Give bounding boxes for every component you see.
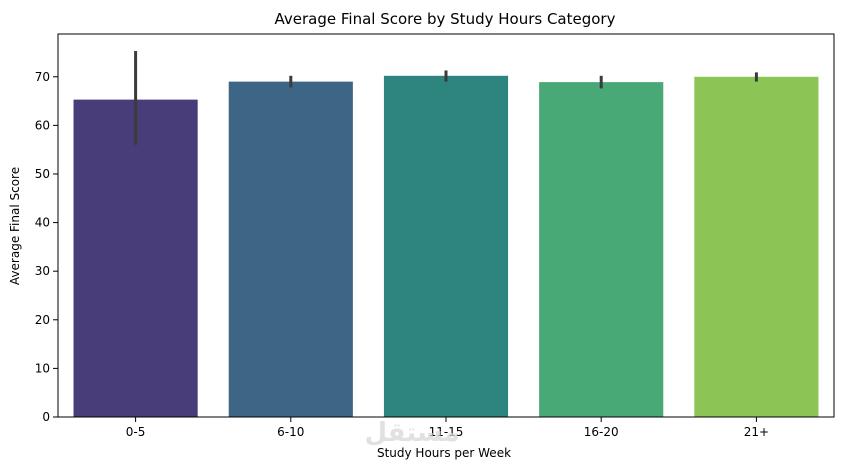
- y-axis: 0 10 20 30 40 50 60 70: [35, 70, 58, 424]
- y-tick-label-60: 60: [35, 118, 50, 132]
- y-tick-label-10: 10: [35, 361, 50, 375]
- watermark-logo: مستقل: [364, 418, 459, 448]
- bar-6-10: [228, 81, 353, 417]
- bar-21+: [694, 76, 819, 417]
- x-axis: 0-5 6-10 11-15 16-20 21+: [126, 417, 769, 439]
- x-tick-label-16-20: 16-20: [584, 425, 619, 439]
- y-tick-label-40: 40: [35, 216, 50, 230]
- y-tick-label-70: 70: [35, 70, 50, 84]
- x-axis-label: Study Hours per Week: [377, 446, 511, 460]
- y-axis-label: Average Final Score: [8, 167, 22, 285]
- bar-16-20: [539, 82, 664, 418]
- x-tick-label-6-10: 6-10: [277, 425, 304, 439]
- chart-title: Average Final Score by Study Hours Categ…: [275, 10, 616, 28]
- x-tick-label-11-15: 11-15: [429, 425, 464, 439]
- bar-11-15: [383, 75, 509, 417]
- plot-frame: [57, 33, 835, 418]
- x-tick-label-21+: 21+: [744, 425, 769, 439]
- x-tick-label-0-5: 0-5: [126, 425, 146, 439]
- y-tick-label-20: 20: [35, 313, 50, 327]
- y-tick-label-30: 30: [35, 264, 50, 278]
- bars-group: [73, 75, 819, 418]
- y-tick-label-0: 0: [42, 410, 50, 424]
- bar-0-5: [73, 99, 198, 417]
- error-bars-group: [134, 51, 758, 145]
- y-tick-label-50: 50: [35, 167, 50, 181]
